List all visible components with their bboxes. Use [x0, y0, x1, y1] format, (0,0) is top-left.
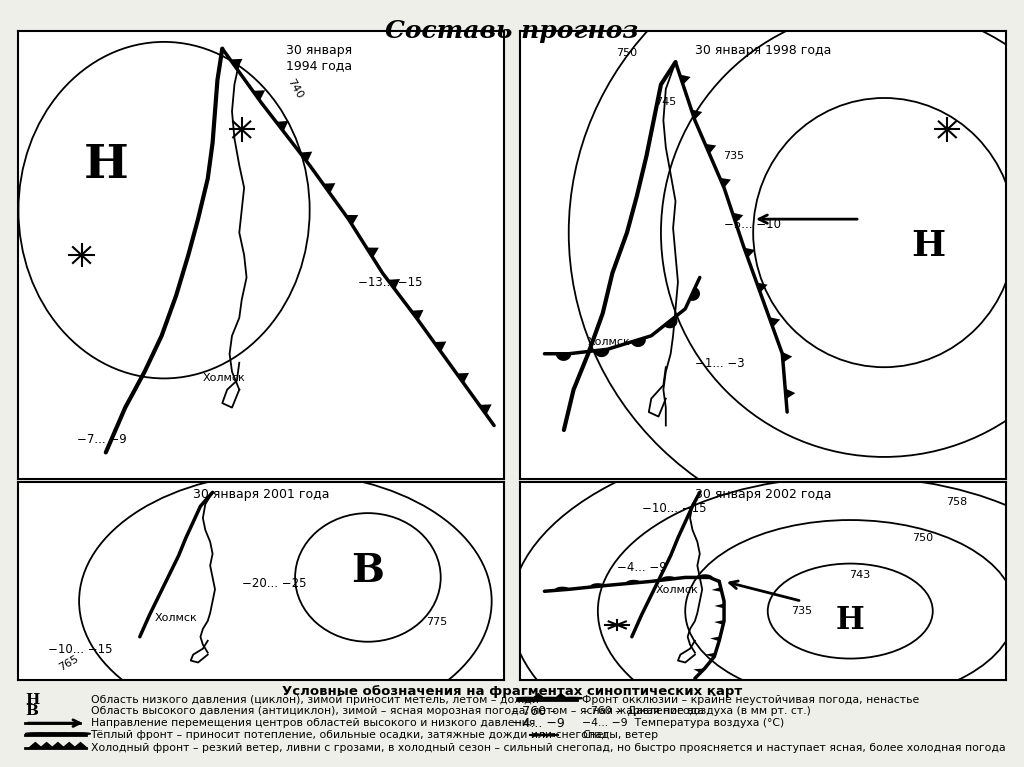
Text: Область низкого давления (циклон), зимой приносит метель, летом – дожди: Область низкого давления (циклон), зимой… [90, 694, 539, 705]
Circle shape [59, 732, 79, 735]
Polygon shape [50, 742, 66, 749]
Text: 750: 750 [616, 48, 638, 58]
Polygon shape [39, 742, 54, 749]
Text: Холодный фронт – резкий ветер, ливни с грозами, в холодный сезон – сильный снего: Холодный фронт – резкий ветер, ливни с г… [90, 743, 1006, 753]
Polygon shape [388, 279, 400, 289]
Text: 775: 775 [426, 617, 447, 627]
Text: Н: Н [910, 229, 945, 263]
Polygon shape [693, 669, 705, 673]
Polygon shape [530, 693, 547, 700]
Text: Холмск: Холмск [588, 337, 631, 347]
Polygon shape [715, 604, 724, 608]
Polygon shape [714, 620, 724, 625]
Polygon shape [631, 337, 646, 347]
Polygon shape [590, 583, 605, 587]
Circle shape [517, 697, 538, 699]
Circle shape [562, 697, 583, 699]
Polygon shape [785, 388, 796, 399]
Polygon shape [553, 693, 569, 700]
Text: – 760 –: – 760 – [512, 705, 556, 718]
Text: Тёплый фронт – приносит потепление, обильные осадки, затяжные дожди или снегопад: Тёплый фронт – приносит потепление, обил… [90, 730, 658, 740]
Text: Область высокого давления (антициклон), зимой – ясная морозная погода, летом – я: Область высокого давления (антициклон), … [90, 706, 703, 716]
Polygon shape [697, 574, 713, 578]
Polygon shape [710, 637, 720, 641]
Polygon shape [457, 373, 469, 384]
Polygon shape [782, 352, 793, 363]
Polygon shape [73, 742, 88, 749]
Circle shape [37, 732, 56, 735]
Text: – 760 –  Давление воздуха (в мм рт. ст.): – 760 – Давление воздуха (в мм рт. ст.) [583, 706, 811, 716]
Text: −4... −9: −4... −9 [512, 716, 565, 729]
Text: −10... −15: −10... −15 [641, 502, 706, 515]
Polygon shape [479, 404, 492, 415]
Polygon shape [732, 212, 743, 223]
Polygon shape [276, 121, 289, 131]
Text: В: В [351, 552, 384, 591]
Text: −5... −10: −5... −10 [724, 218, 781, 231]
Text: 743: 743 [849, 571, 870, 581]
Polygon shape [744, 248, 755, 258]
Circle shape [48, 732, 68, 735]
Text: Составь прогноз: Составь прогноз [385, 19, 639, 43]
Text: 30 января 2002 года: 30 января 2002 года [694, 489, 831, 502]
Polygon shape [720, 178, 731, 188]
Polygon shape [689, 287, 700, 301]
Polygon shape [323, 183, 335, 193]
Circle shape [71, 732, 90, 735]
Polygon shape [691, 110, 702, 120]
Polygon shape [706, 144, 716, 154]
Polygon shape [556, 354, 571, 361]
Text: −4... −9: −4... −9 [617, 561, 667, 574]
Polygon shape [230, 59, 243, 69]
Circle shape [26, 732, 45, 735]
Polygon shape [28, 742, 43, 749]
Text: Направление перемещения центров областей высокого и низкого давления: Направление перемещения центров областей… [90, 718, 535, 728]
Polygon shape [434, 341, 446, 352]
Text: 765: 765 [57, 653, 81, 673]
Text: −20... −25: −20... −25 [242, 578, 306, 591]
Polygon shape [411, 310, 424, 321]
Text: Холмск: Холмск [203, 373, 246, 383]
Polygon shape [712, 588, 722, 592]
Polygon shape [367, 248, 379, 258]
Polygon shape [757, 282, 768, 293]
Text: Н: Н [836, 605, 864, 637]
Polygon shape [555, 587, 570, 591]
Text: Н: Н [26, 693, 40, 706]
Text: Снег: Снег [583, 730, 609, 740]
Polygon shape [300, 152, 312, 162]
Text: Фронт окклюзии – крайне неустойчивая погода, ненастье: Фронт окклюзии – крайне неустойчивая пог… [583, 694, 920, 705]
Text: 735: 735 [723, 151, 744, 161]
Text: Н: Н [83, 143, 128, 188]
Polygon shape [662, 576, 677, 580]
Polygon shape [680, 74, 690, 84]
Text: 30 января 1998 года: 30 января 1998 года [694, 44, 831, 57]
Text: 745: 745 [655, 97, 677, 107]
Text: −4... −9  Температура воздуха (°С): −4... −9 Температура воздуха (°С) [583, 718, 784, 728]
Text: Холмск: Холмск [155, 613, 197, 623]
Polygon shape [664, 317, 678, 328]
Polygon shape [706, 653, 716, 657]
Polygon shape [253, 91, 265, 100]
Polygon shape [346, 215, 358, 225]
Text: −13... −15: −13... −15 [358, 276, 423, 289]
Polygon shape [626, 580, 641, 584]
Text: −1... −3: −1... −3 [695, 357, 744, 370]
Circle shape [540, 697, 560, 699]
Text: В: В [26, 704, 38, 719]
Text: 30 января 2001 года: 30 января 2001 года [193, 489, 330, 502]
Polygon shape [594, 349, 609, 357]
Text: 758: 758 [946, 497, 968, 507]
Text: 30 января
1994 года: 30 января 1994 года [287, 44, 352, 72]
Polygon shape [61, 742, 77, 749]
Text: Условные обозначения на фрагментах синоптических карт: Условные обозначения на фрагментах синоп… [282, 685, 742, 698]
Text: 735: 735 [792, 606, 812, 616]
Text: Холмск: Холмск [656, 585, 698, 595]
Polygon shape [769, 318, 780, 328]
Text: −10... −15: −10... −15 [47, 643, 112, 656]
Text: −7... −9: −7... −9 [77, 433, 126, 446]
Text: 740: 740 [286, 77, 305, 100]
Text: 750: 750 [912, 533, 934, 543]
